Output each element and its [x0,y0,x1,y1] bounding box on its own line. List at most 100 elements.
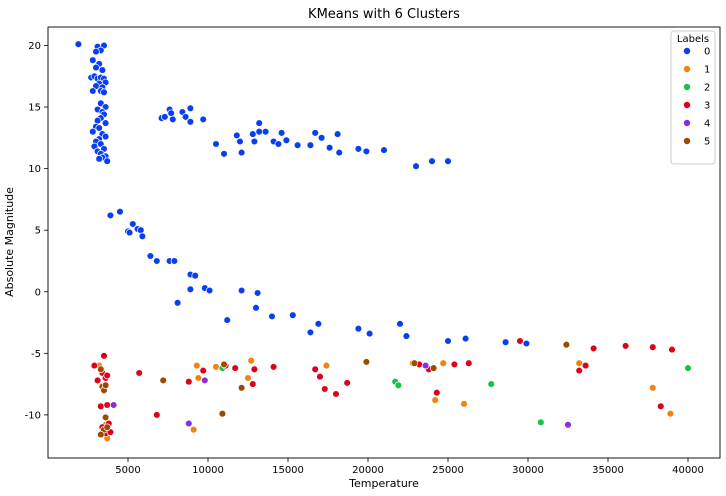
data-point-cluster-1 [212,363,220,371]
data-point-cluster-0 [261,127,270,136]
data-point-cluster-5 [218,409,227,418]
legend-label-0: 0 [704,47,710,58]
data-point-cluster-0 [146,252,155,260]
legend-title: Labels [677,34,709,45]
plot-frame [47,26,721,459]
data-point-cluster-1 [649,384,657,392]
y-tick-label: -5 [31,349,41,360]
data-point-cluster-3 [100,352,108,360]
data-point-cluster-4 [109,401,118,409]
data-point-cluster-0 [93,116,102,125]
data-point-cluster-0 [311,129,319,137]
data-point-cluster-1 [193,361,201,370]
data-point-cluster-3 [103,401,111,409]
chart-title: KMeans with 6 Clusters [308,7,460,22]
data-point-cluster-0 [129,220,137,228]
y-tick-label: 5 [35,226,41,237]
data-point-cluster-5 [101,381,110,390]
data-point-cluster-0 [236,137,244,146]
data-point-cluster-1 [460,400,468,408]
data-point-cluster-3 [103,371,111,380]
data-point-cluster-0 [501,338,510,346]
x-tick-label: 20000 [352,465,384,476]
data-point-cluster-0 [169,115,177,124]
y-tick-label: 10 [28,164,41,175]
y-axis-label: Absolute Magnitude [3,187,16,297]
legend-label-2: 2 [704,83,710,94]
legend-label-1: 1 [704,65,710,76]
data-point-cluster-0 [306,141,315,149]
data-point-cluster-4 [564,421,572,429]
data-point-cluster-0 [237,286,246,295]
data-point-cluster-0 [103,157,111,165]
data-point-cluster-3 [135,369,143,377]
legend-marker-0 [683,47,691,55]
legend-box [670,30,716,165]
x-tick-label: 15000 [272,465,304,476]
data-point-cluster-0 [220,150,228,158]
x-axis-ticks: 5000 10000 15000 20000 25000 30000 35000 40000 [115,458,704,476]
data-point-cluster-0 [74,40,83,48]
data-point-cluster-1 [666,409,675,418]
data-point-cluster-3 [199,366,207,375]
x-tick-label: 5000 [115,465,140,476]
data-point-cluster-3 [231,364,239,372]
data-point-cluster-1 [322,361,331,370]
data-point-cluster-3 [97,402,105,411]
x-tick-label: 35000 [592,465,624,476]
data-point-cluster-5 [103,423,111,431]
data-point-cluster-5 [562,340,571,349]
data-point-cluster-0 [125,228,134,237]
data-point-cluster-0 [293,141,302,149]
data-point-cluster-0 [522,339,531,348]
data-point-cluster-5 [410,359,419,367]
data-point-cluster-4 [421,361,430,370]
data-point-cluster-0 [396,320,404,328]
data-point-cluster-0 [167,109,175,117]
data-point-cluster-3 [465,359,473,367]
data-point-cluster-1 [189,425,198,434]
data-point-cluster-3 [343,379,351,387]
data-point-cluster-3 [581,361,590,370]
data-point-cluster-0 [362,147,371,156]
data-point-cluster-0 [237,148,246,157]
data-point-cluster-0 [325,143,334,152]
data-point-cluster-0 [428,157,436,165]
data-point-cluster-2 [487,380,495,388]
data-point-cluster-2 [684,364,692,372]
data-point-cluster-0 [268,312,276,321]
data-point-cluster-0 [100,88,108,97]
data-point-cluster-0 [380,146,388,154]
data-point-cluster-0 [274,140,283,148]
data-point-cluster-1 [575,359,583,367]
data-point-cluster-1 [431,396,439,404]
data-point-cluster-3 [185,377,193,386]
y-axis-ticks: -10 -5 0 5 10 15 20 [25,41,48,421]
data-point-cluster-0 [89,56,97,64]
data-point-cluster-3 [153,411,161,419]
data-point-cluster-0 [138,232,147,241]
legend-marker-3 [683,101,691,109]
data-point-cluster-0 [335,148,343,157]
legend-marker-1 [683,65,691,73]
data-point-cluster-0 [101,119,110,127]
data-point-cluster-0 [101,132,110,141]
data-point-cluster-3 [332,390,340,398]
data-point-cluster-3 [657,402,665,411]
data-point-cluster-5 [220,360,228,369]
data-point-cluster-0 [306,328,315,337]
data-point-cluster-0 [255,127,263,136]
data-point-cluster-0 [95,155,103,163]
data-point-cluster-1 [247,356,255,365]
data-point-cluster-3 [575,366,583,375]
data-point-cluster-0 [92,63,100,72]
data-point-cluster-0 [252,304,260,312]
data-point-cluster-3 [90,361,99,370]
data-point-cluster-0 [106,211,115,220]
data-point-cluster-0 [317,134,326,142]
data-point-cluster-0 [255,119,263,127]
data-point-cluster-5 [159,376,167,385]
data-point-cluster-0 [98,66,107,74]
data-point-cluster-2 [394,381,403,390]
